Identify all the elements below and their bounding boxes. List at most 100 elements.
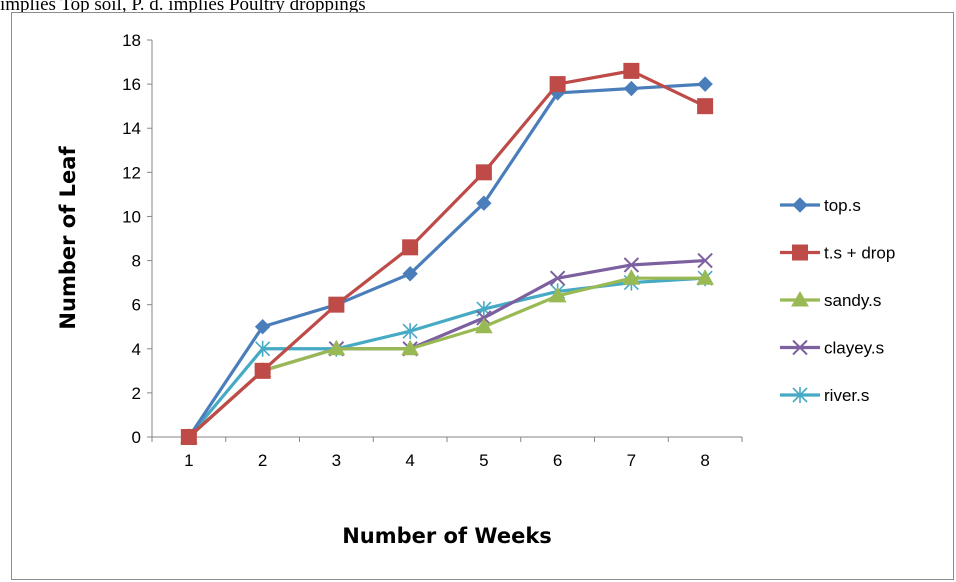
x-tick-label: 8 (700, 451, 709, 470)
triangle-marker (548, 286, 567, 303)
diamond-marker (476, 195, 492, 211)
x-tick-label: 3 (332, 451, 341, 470)
x-marker (549, 270, 566, 286)
x-tick-label: 7 (627, 451, 636, 470)
x-tick-label: 1 (184, 451, 193, 470)
triangle-marker (791, 290, 809, 307)
legend-label: clayey.s (824, 339, 884, 358)
data-point (696, 269, 714, 285)
legend-label: river.s (824, 386, 869, 405)
y-tick-label: 8 (132, 252, 141, 271)
y-tick-label: 10 (122, 207, 141, 226)
star-marker (402, 323, 418, 340)
square-marker (254, 362, 271, 379)
y-tick-label: 14 (122, 119, 141, 138)
y-tick-label: 12 (122, 163, 141, 182)
legend-label: t.s + drop (824, 244, 895, 263)
x-marker (623, 257, 640, 273)
series-river-s (181, 270, 713, 445)
figure-caption: implies Top soil, P. d. implies Poultry … (0, 0, 366, 15)
diamond-marker (402, 266, 418, 282)
data-point (623, 80, 640, 97)
x-marker (792, 339, 808, 356)
square-marker (328, 296, 345, 313)
triangle-marker (696, 269, 714, 285)
x-tick-label: 2 (258, 451, 267, 470)
series-sandy-s (180, 269, 714, 444)
triangle-marker (401, 339, 419, 356)
y-tick-label: 18 (122, 31, 141, 50)
series-line (187, 82, 706, 438)
diamond-marker (623, 80, 640, 97)
square-marker (623, 62, 640, 79)
data-point (549, 76, 566, 93)
diamond-marker (792, 197, 808, 213)
legend-marker (792, 387, 808, 403)
data-point (180, 429, 197, 445)
square-marker (180, 429, 197, 445)
data-point (327, 339, 346, 356)
data-point (548, 286, 567, 303)
triangle-marker (622, 269, 641, 285)
legend-item: river.s (780, 386, 869, 405)
legend-marker (792, 339, 808, 356)
square-marker (402, 239, 419, 256)
data-point (622, 269, 641, 285)
y-tick-label: 2 (132, 384, 141, 403)
data-point (697, 76, 713, 92)
legend-item: t.s + drop (780, 244, 895, 263)
triangle-marker (327, 339, 346, 356)
data-point (623, 62, 640, 79)
legend-item: sandy.s (780, 290, 881, 310)
data-point (254, 362, 271, 379)
legend: top.s t.s + drop sandy.s clayey.s river.s (780, 196, 895, 405)
x-tick-label: 6 (553, 451, 562, 470)
data-point (254, 319, 271, 335)
series-line (187, 276, 706, 439)
data-point (475, 317, 493, 334)
series-line (187, 69, 706, 439)
series-top-s (181, 76, 713, 445)
chart-frame (11, 12, 954, 580)
data-point (623, 257, 640, 273)
legend-item: clayey.s (780, 339, 884, 358)
data-point (402, 239, 419, 256)
data-point (401, 339, 419, 356)
data-point (475, 164, 492, 181)
y-axis-title: Number of Leaf (56, 146, 80, 330)
y-tick-label: 6 (132, 296, 141, 315)
series-line (187, 276, 706, 439)
y-tick-label: 0 (132, 428, 141, 447)
star-marker (792, 387, 808, 403)
data-point (255, 340, 271, 357)
data-point (697, 98, 714, 115)
square-marker (697, 98, 714, 115)
triangle-marker (475, 317, 493, 334)
legend-label: sandy.s (824, 291, 881, 310)
square-marker (549, 76, 566, 93)
square-marker (475, 164, 492, 181)
series-t-s-drop (180, 62, 714, 445)
y-tick-label: 4 (132, 340, 141, 359)
data-point (328, 296, 345, 313)
square-marker (792, 244, 808, 261)
x-tick-label: 5 (479, 451, 488, 470)
legend-marker (792, 244, 808, 261)
star-marker (255, 340, 271, 357)
data-point (402, 266, 418, 282)
legend-label: top.s (824, 196, 861, 215)
x-marker (697, 252, 713, 269)
legend-item: top.s (780, 196, 861, 215)
y-tick-label: 16 (122, 75, 141, 94)
x-axis-title: Number of Weeks (342, 524, 552, 548)
legend-marker (792, 197, 808, 213)
diamond-marker (254, 319, 271, 335)
x-tick-label: 4 (405, 451, 414, 470)
data-point (697, 252, 713, 269)
data-point (476, 195, 492, 211)
data-point (549, 270, 566, 286)
data-point (402, 323, 418, 340)
legend-marker (791, 290, 809, 307)
